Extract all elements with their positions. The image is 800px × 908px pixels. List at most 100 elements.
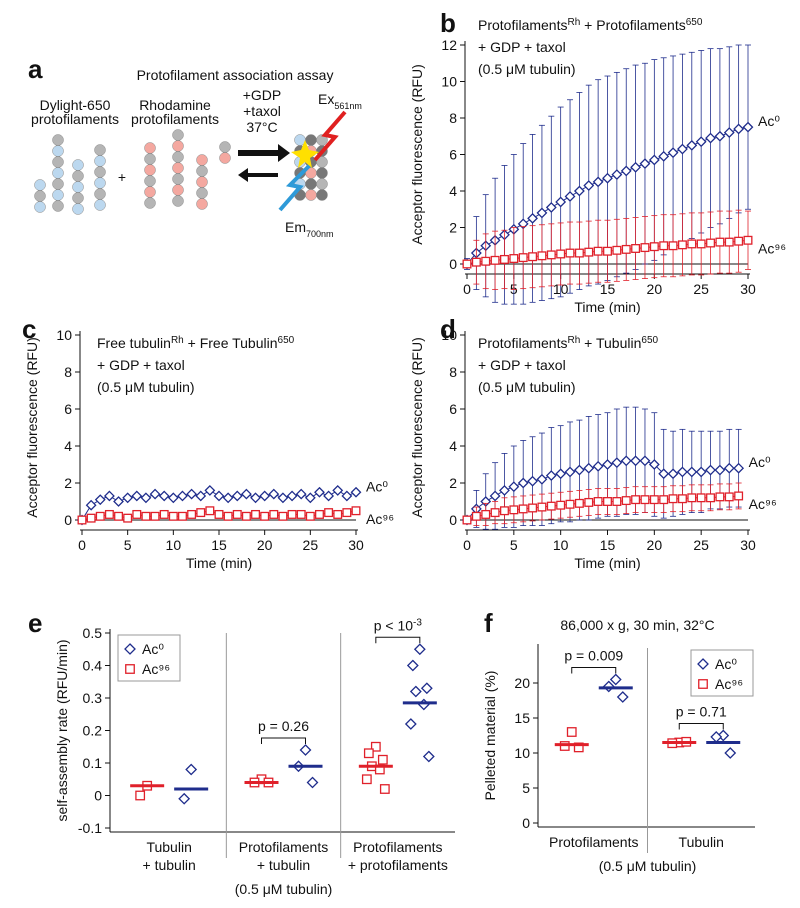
series-label: Ac⁹⁶ xyxy=(366,511,394,527)
diamond-marker xyxy=(536,207,548,219)
category-label: Protofilaments xyxy=(353,839,442,855)
diamond-marker xyxy=(185,763,198,776)
diamond-marker xyxy=(167,492,179,504)
y-tick-label: 0.4 xyxy=(83,658,103,674)
y-tick-label: 8 xyxy=(449,364,457,380)
square-marker xyxy=(123,513,133,523)
chart-title: ProtofilamentsRh + Tubulin650 xyxy=(478,335,659,352)
y-tick-label: 12 xyxy=(441,37,457,53)
x-tick-label: 15 xyxy=(211,537,227,553)
diamond-marker xyxy=(304,492,316,504)
diamond-marker xyxy=(620,455,632,467)
square-marker xyxy=(471,511,481,521)
bead xyxy=(196,198,208,210)
diagram-label: Rhodamine xyxy=(139,97,211,113)
series-label: Ac⁰ xyxy=(758,113,780,129)
bead xyxy=(72,203,84,215)
diamond-marker xyxy=(231,490,243,502)
diamond-marker xyxy=(733,123,745,135)
x-tick-label: 20 xyxy=(257,537,273,553)
square-marker xyxy=(668,241,678,251)
x-tick-label: 0 xyxy=(78,537,86,553)
diamond-marker xyxy=(714,464,726,476)
diamond-marker xyxy=(240,488,252,500)
text-span: p = 0.26 xyxy=(258,718,309,734)
square-marker xyxy=(168,511,178,521)
square-marker xyxy=(537,502,547,512)
superscript: 650 xyxy=(686,17,703,28)
diamond-marker xyxy=(620,165,632,177)
diamond-marker xyxy=(564,191,576,202)
y-tick-label: 6 xyxy=(64,401,72,417)
diamond-marker xyxy=(85,499,97,511)
chart-title: + GDP + taxol xyxy=(478,39,566,55)
square-marker xyxy=(631,244,641,253)
diamond-marker xyxy=(94,494,106,506)
square-marker xyxy=(314,509,324,519)
bracket xyxy=(571,667,617,674)
square-marker xyxy=(696,239,706,249)
bead xyxy=(172,151,184,163)
y-tick-label: 10 xyxy=(56,327,72,343)
condition: +taxol xyxy=(243,103,281,119)
panel-label: d xyxy=(440,314,456,344)
chart-title: (0.5 μM tubulin) xyxy=(478,61,576,77)
category-label: Protofilaments xyxy=(239,839,328,855)
y-axis-label: Acceptor fluorescence (RFU) xyxy=(409,64,425,245)
diamond-marker xyxy=(422,750,435,763)
x-tick-label: 30 xyxy=(348,537,364,553)
diamond-marker xyxy=(648,154,660,166)
x-axis-label: (0.5 μM tubulin) xyxy=(235,881,333,897)
superscript: Rh xyxy=(567,17,580,28)
diamond-marker xyxy=(609,673,622,686)
y-tick-label: 0 xyxy=(522,815,530,831)
square-marker xyxy=(132,509,142,519)
chart-title: + GDP + taxol xyxy=(478,357,566,373)
panel-label: f xyxy=(484,608,493,638)
bead xyxy=(52,156,64,168)
diamond-marker xyxy=(268,488,280,500)
diamond-marker xyxy=(113,496,124,507)
square-marker xyxy=(528,503,538,513)
bead xyxy=(94,177,106,189)
bead xyxy=(144,186,156,198)
diamond-marker xyxy=(611,457,623,469)
diamond-marker xyxy=(140,492,152,504)
chart-title: Free tubulinRh + Free Tubulin650 xyxy=(97,335,295,352)
square-marker xyxy=(104,509,114,519)
y-tick-label: 0 xyxy=(449,256,457,272)
diamond-marker xyxy=(323,490,335,502)
category-label: + tubulin xyxy=(143,857,196,873)
y-axis-label: Acceptor fluorescence (RFU) xyxy=(24,337,40,518)
square-marker xyxy=(214,509,224,519)
diamond-marker xyxy=(630,161,642,173)
square-marker xyxy=(734,491,744,501)
square-marker xyxy=(86,513,96,523)
bead xyxy=(52,189,64,201)
bead xyxy=(72,159,84,171)
square-marker xyxy=(278,511,288,521)
square-marker xyxy=(377,754,388,765)
square-marker xyxy=(687,239,697,249)
diamond-marker xyxy=(555,468,567,480)
y-tick-label: 15 xyxy=(514,710,530,726)
square-marker xyxy=(223,511,233,521)
diamond-marker xyxy=(417,698,430,711)
square-marker xyxy=(603,246,612,256)
square-marker xyxy=(612,245,622,255)
bead xyxy=(94,188,106,200)
y-tick-label: 0 xyxy=(64,512,72,528)
text-span: + GDP + taxol xyxy=(97,357,185,373)
bead xyxy=(172,162,184,174)
p-value: p = 0.009 xyxy=(564,648,623,664)
y-tick-label: 2 xyxy=(449,475,457,491)
diamond-marker xyxy=(158,490,170,502)
square-marker xyxy=(287,509,297,519)
bead xyxy=(196,176,208,188)
bead xyxy=(196,154,208,166)
text-span: (0.5 μM tubulin) xyxy=(478,61,576,77)
diamond-marker xyxy=(639,158,651,170)
x-tick-label: 10 xyxy=(166,537,182,553)
series-label: Ac⁰ xyxy=(749,454,771,470)
condition: +GDP xyxy=(243,87,282,103)
